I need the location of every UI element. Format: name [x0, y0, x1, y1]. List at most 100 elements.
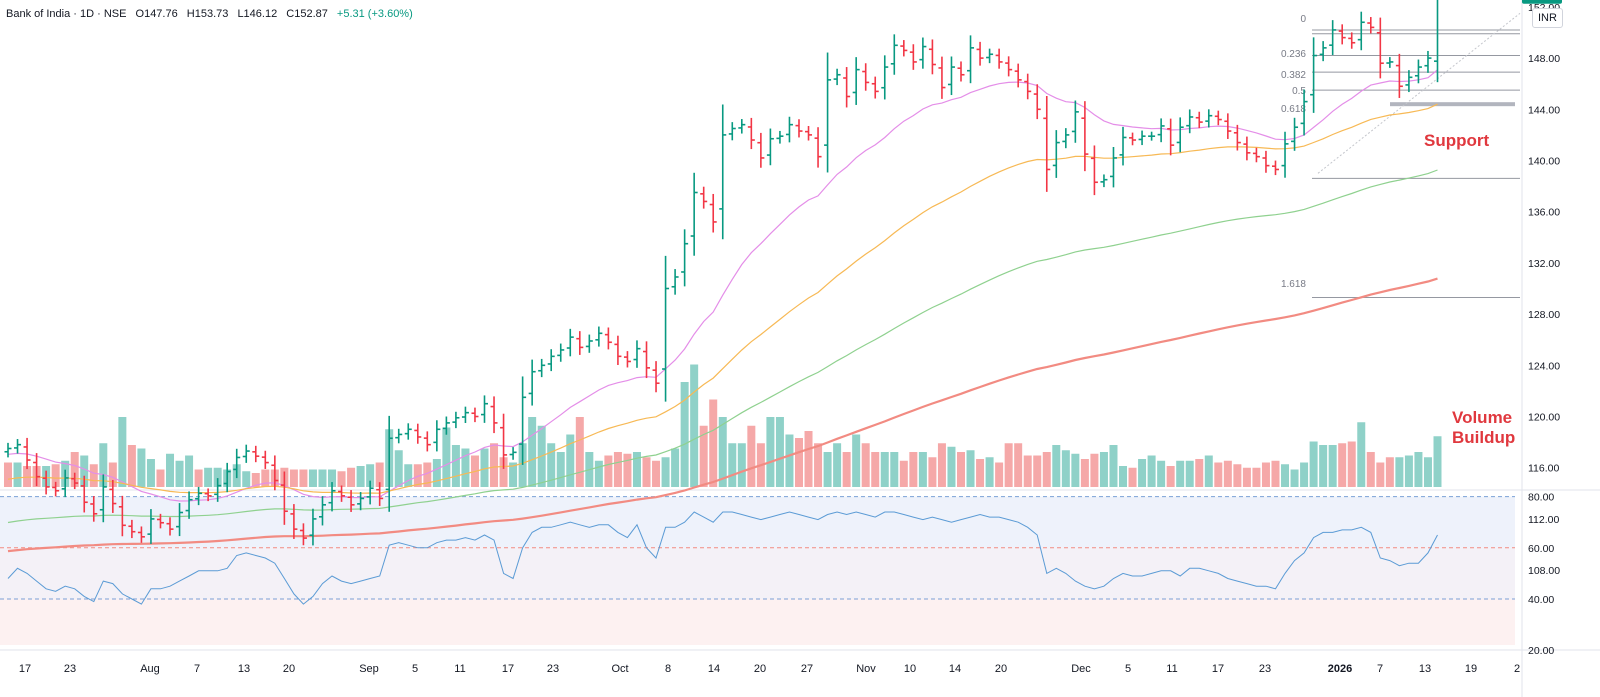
rsi-axis-tick: 20.00 [1528, 645, 1554, 657]
volume-bar [528, 417, 537, 487]
volume-bar [547, 443, 556, 487]
volume-bar [671, 448, 680, 487]
time-axis-tick: 11 [454, 663, 465, 675]
volume-bar [804, 431, 813, 487]
time-axis-tick: 7 [1377, 663, 1383, 675]
volume-bar [289, 469, 298, 487]
time-axis-tick: Dec [1071, 663, 1091, 675]
volume-bar [137, 448, 146, 487]
volume-bar [985, 457, 994, 487]
volume-bar [556, 452, 565, 487]
ema200-line [7, 277, 1438, 553]
volume-bar [1109, 445, 1118, 487]
volume-bar [1347, 441, 1356, 487]
volume-bar [1300, 462, 1309, 487]
fib-level-label: 0.236 [1281, 49, 1306, 60]
volume-bar [1195, 459, 1204, 487]
volume-bar [366, 464, 375, 487]
volume-bar [1090, 453, 1099, 487]
volume-bar [356, 466, 365, 487]
volume-bar [814, 443, 823, 487]
volume-bar [1023, 455, 1032, 487]
volume-bar [1252, 467, 1261, 487]
volume-bar [442, 427, 451, 487]
volume-bar [918, 452, 927, 487]
volume-bar [890, 452, 899, 487]
volume-bar [80, 455, 89, 487]
volume-bar [99, 443, 108, 487]
volume-bar [1071, 453, 1080, 487]
volume-bar [1242, 467, 1251, 487]
time-axis-tick: 19 [1465, 663, 1477, 675]
volume-bar [899, 460, 908, 487]
volume-bar [394, 450, 403, 487]
volume-bar [1157, 460, 1166, 487]
time-axis-tick: Aug [140, 663, 160, 675]
volume-bar [194, 469, 203, 487]
volume-bar [1261, 462, 1270, 487]
currency-button[interactable]: INR [1532, 8, 1563, 28]
volume-bar [118, 417, 127, 487]
time-axis-tick: 17 [1212, 663, 1224, 675]
time-axis-tick: 14 [949, 663, 961, 675]
volume-bar [737, 443, 746, 487]
volume-bar [1223, 460, 1232, 487]
volume-bar [375, 462, 384, 487]
volume-bar [404, 464, 413, 487]
volume-bar [1366, 452, 1375, 487]
volume-bar [976, 459, 985, 487]
volume-bar [652, 460, 661, 487]
volume-bar [185, 455, 194, 487]
volume-bar [70, 452, 79, 487]
volume-bar [108, 462, 117, 487]
volume-bar [156, 469, 165, 487]
volume-bar [861, 443, 870, 487]
volume-bar [499, 457, 508, 487]
volume-bar [423, 462, 432, 487]
volume-bar [1404, 455, 1413, 487]
volume-bar [509, 462, 518, 487]
volume-bar [623, 453, 632, 487]
volume-bar [1004, 443, 1013, 487]
volume-bar [1338, 443, 1347, 487]
volume-bar [480, 448, 489, 487]
volume-bar [1052, 445, 1061, 487]
volume-bar [604, 455, 613, 487]
volume-bar [518, 443, 527, 487]
fib-level-label: 0 [1300, 14, 1306, 25]
time-axis-tick: 17 [502, 663, 514, 675]
symbol-header: Bank of India · 1D · NSE O147.76 H153.73… [6, 8, 419, 20]
change-value: +5.31 (+3.60%) [336, 8, 413, 20]
volume-bar [1433, 436, 1442, 487]
support-band [1390, 102, 1515, 107]
volume-bar [1271, 460, 1280, 487]
volume-bar [1080, 459, 1089, 487]
time-axis-tick: 20 [995, 663, 1007, 675]
volume-bar [1281, 464, 1290, 487]
volume-bar [1357, 422, 1366, 487]
volume-bar [1119, 466, 1128, 487]
volume-bar [299, 469, 308, 487]
volume-bar [842, 452, 851, 487]
volume-bar [766, 417, 775, 487]
volume-bar [1395, 457, 1404, 487]
volume-bar [823, 452, 832, 487]
volume-bar [1204, 455, 1213, 487]
volume-bar [690, 364, 699, 487]
volume-bar [1176, 460, 1185, 487]
time-axis-tick: 11 [1166, 663, 1177, 675]
volume-bar [995, 462, 1004, 487]
fib-level-label: 0.5 [1292, 86, 1306, 97]
fib-trend-line [1317, 12, 1521, 174]
volume-bar [337, 471, 346, 487]
time-axis-tick: 10 [904, 663, 916, 675]
volume-bar [461, 448, 470, 487]
low-value: L146.12 [237, 8, 278, 20]
time-axis-tick: Oct [611, 663, 628, 675]
high-value: H153.73 [186, 8, 229, 20]
volume-bar [728, 443, 737, 487]
volume-bar [575, 417, 584, 487]
volume-bar [1423, 457, 1432, 487]
